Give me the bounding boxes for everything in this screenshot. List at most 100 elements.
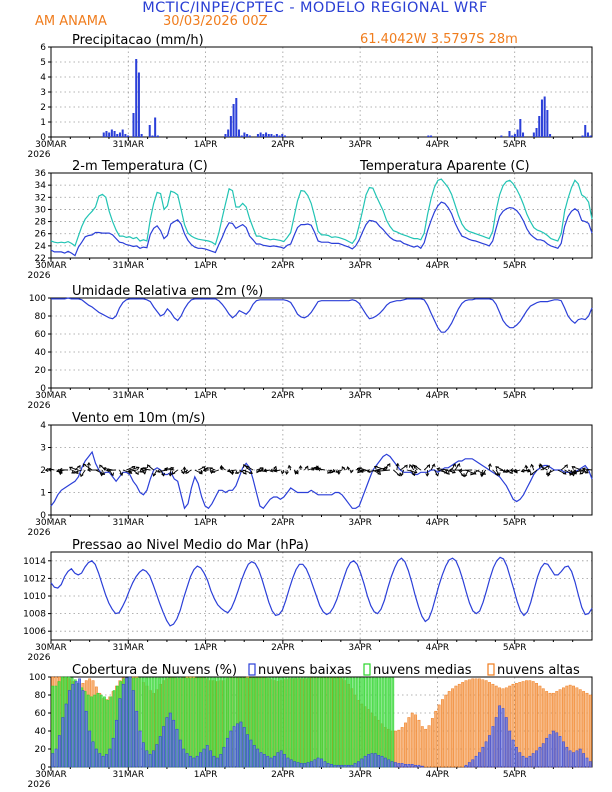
wind-arrow-head bbox=[185, 470, 189, 475]
legend-label: nuvens baixas bbox=[258, 663, 352, 678]
wind-arrow-head bbox=[397, 472, 401, 477]
cloud-bar-nuvens-baixas bbox=[232, 726, 236, 768]
cloud-bar-nuvens-baixas bbox=[393, 762, 397, 768]
panel-title: Precipitacao (mm/h) bbox=[72, 33, 204, 48]
cloud-bar-nuvens-altas bbox=[474, 678, 478, 768]
cloud-bar-nuvens-baixas bbox=[152, 750, 155, 768]
precip-bar bbox=[235, 98, 238, 137]
y-tick-label: 0 bbox=[40, 511, 46, 521]
x-tick-label: 30MAR bbox=[35, 643, 67, 653]
precip-bar bbox=[540, 99, 543, 137]
cloud-bar-nuvens-baixas bbox=[323, 761, 327, 768]
precip-bar bbox=[118, 132, 121, 137]
precip-bar bbox=[427, 135, 430, 137]
cloud-bar-nuvens-baixas bbox=[525, 757, 528, 768]
precip-bar bbox=[232, 104, 235, 137]
cloud-bar-nuvens-altas bbox=[400, 727, 404, 768]
panel-precip: 0 1 2 3 4 5 6 30MAR 31MAR 1APR 2APR 3APR 4APR 5APR 202… bbox=[28, 33, 593, 160]
cloud-bar-nuvens-baixas bbox=[239, 721, 243, 768]
wind-arrow-head bbox=[260, 468, 264, 472]
cloud-bar-nuvens-baixas bbox=[514, 746, 518, 768]
wind-arrow-head bbox=[431, 463, 436, 468]
cloud-bar-nuvens-baixas bbox=[162, 726, 165, 768]
apparent-temperature-line bbox=[50, 178, 593, 247]
wind-arrow-head bbox=[573, 469, 578, 474]
y-tick-label: 100 bbox=[29, 673, 46, 683]
cloud-bar-nuvens-medias bbox=[349, 677, 353, 768]
wind-arrow-head bbox=[135, 466, 140, 471]
x-tick-label: 31MAR bbox=[112, 140, 144, 150]
cloud-bar-nuvens-baixas bbox=[276, 752, 280, 768]
cloud-bar-nuvens-baixas bbox=[380, 755, 384, 768]
cloud-bar-nuvens-medias bbox=[219, 677, 223, 768]
cloud-bar-nuvens-baixas bbox=[336, 764, 340, 768]
cloud-bar-nuvens-medias bbox=[339, 677, 343, 768]
cloud-bar-nuvens-altas bbox=[424, 728, 428, 768]
cloud-bar-nuvens-baixas bbox=[131, 690, 135, 768]
cloud-bar-nuvens-altas bbox=[397, 729, 401, 768]
wind-arrow bbox=[318, 468, 326, 471]
wind-arrow-head bbox=[243, 471, 247, 475]
precip-bar bbox=[259, 132, 262, 137]
y-tick-label: 36 bbox=[35, 169, 47, 179]
wind-arrow-head bbox=[349, 469, 354, 474]
x-year-label: 2026 bbox=[28, 150, 51, 160]
precip-bar bbox=[148, 125, 151, 137]
cloud-bar-nuvens-medias bbox=[365, 677, 369, 768]
cloud-bar-nuvens-baixas bbox=[121, 683, 125, 768]
y-tick-label: 5 bbox=[40, 58, 46, 68]
precip-bar bbox=[105, 131, 108, 137]
y-tick-label: 20 bbox=[35, 745, 47, 755]
x-tick-label: 1APR bbox=[194, 261, 218, 271]
wind-arrow-head bbox=[329, 469, 334, 474]
cloud-bar-nuvens-altas bbox=[414, 714, 418, 768]
coords-label: 61.4042W 3.5797S 28m bbox=[360, 32, 518, 47]
y-tick-label: 4 bbox=[40, 73, 46, 83]
x-tick-label: 4APR bbox=[426, 391, 450, 401]
cloud-bar-nuvens-baixas bbox=[488, 735, 491, 768]
cloud-bar-nuvens-medias bbox=[281, 677, 285, 768]
wind-arrow-head bbox=[513, 468, 518, 473]
panel-title: Umidade Relativa em 2m (%) bbox=[72, 284, 263, 299]
cloud-bar-nuvens-baixas bbox=[326, 763, 330, 768]
panel-title: Vento em 10m (m/s) bbox=[72, 411, 205, 426]
cloud-bar-nuvens-altas bbox=[427, 725, 431, 768]
precip-bar bbox=[522, 132, 525, 137]
wind-arrow-head bbox=[373, 465, 378, 470]
cloud-bar-nuvens-baixas bbox=[373, 753, 377, 768]
panel-frame bbox=[50, 297, 593, 389]
cloud-bar-nuvens-baixas bbox=[108, 748, 112, 768]
cloud-bar-nuvens-baixas bbox=[138, 730, 142, 768]
precip-bar bbox=[513, 134, 516, 137]
cloud-bar-nuvens-medias bbox=[290, 677, 294, 768]
wind-arrow bbox=[488, 463, 491, 471]
cloud-bar-nuvens-medias bbox=[381, 677, 385, 768]
cloud-bar-nuvens-medias bbox=[265, 677, 268, 768]
cloud-bar-nuvens-baixas bbox=[414, 764, 418, 768]
wind-arrow-head bbox=[47, 467, 52, 472]
wind-arrow-head bbox=[538, 464, 543, 469]
wind-arrow-head bbox=[58, 467, 63, 472]
cloud-bar-nuvens-baixas bbox=[531, 753, 535, 768]
cloud-bar-nuvens-baixas bbox=[575, 750, 579, 768]
wind-arrow bbox=[377, 469, 391, 472]
x-tick-label: 5APR bbox=[503, 643, 527, 653]
wind-arrow bbox=[437, 468, 449, 471]
cloud-bar-nuvens-baixas bbox=[377, 755, 381, 768]
y-tick-label: 60 bbox=[35, 709, 47, 719]
wind-arrow-head bbox=[358, 467, 362, 471]
location-label: AM ANAMA bbox=[35, 14, 107, 29]
wind-arrow bbox=[574, 469, 586, 473]
wind-arrow-head bbox=[399, 472, 404, 477]
cloud-bar-nuvens-baixas bbox=[202, 748, 206, 768]
wind-arrow-head bbox=[249, 470, 253, 474]
cloud-bar-nuvens-altas bbox=[471, 678, 475, 768]
cloud-bar-nuvens-baixas bbox=[558, 736, 562, 768]
wind-arrow-head bbox=[263, 468, 268, 473]
wind-arrow-head bbox=[87, 468, 91, 472]
wind-arrow-head bbox=[426, 464, 431, 468]
cloud-bar-nuvens-medias bbox=[190, 677, 194, 768]
wind-arrow bbox=[169, 469, 172, 476]
y-tick-label: 80 bbox=[35, 312, 47, 322]
y-tick-label: 26 bbox=[35, 230, 47, 240]
